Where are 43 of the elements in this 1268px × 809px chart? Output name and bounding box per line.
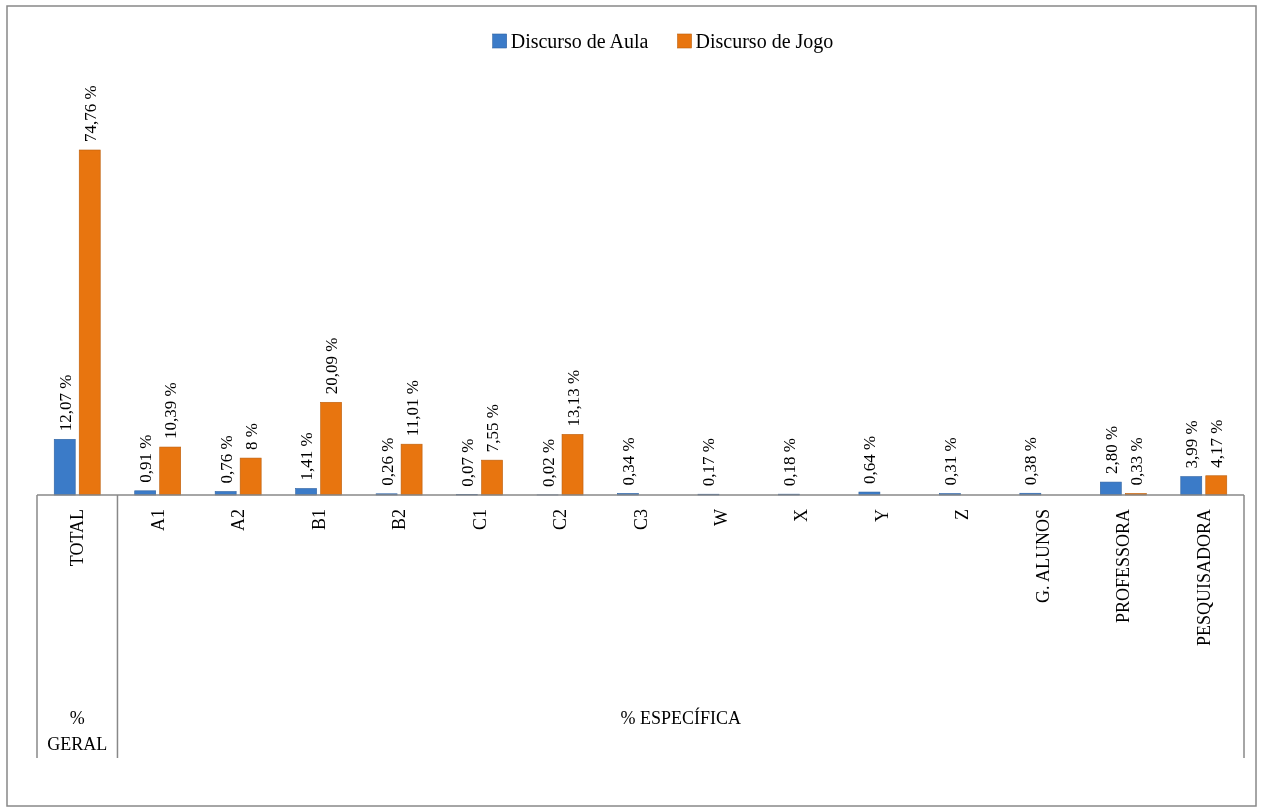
x-tick-label: C1 [469, 509, 490, 531]
data-label: 74,76 % [80, 85, 100, 142]
data-label: 13,13 % [563, 369, 583, 427]
data-label: 0,07 % [458, 438, 478, 487]
data-label: 12,07 % [55, 374, 75, 432]
x-tick-label: A2 [228, 509, 249, 531]
data-label: 0,02 % [538, 438, 558, 487]
data-label: 0,76 % [216, 435, 236, 484]
data-label: 3,99 % [1182, 420, 1202, 469]
data-label: 1,41 % [297, 432, 317, 481]
x-tick-label: C2 [550, 509, 571, 531]
text: % ESPECÍFICA [620, 707, 741, 728]
text: % GERAL [47, 708, 108, 754]
data-label: 0,31 % [940, 437, 960, 486]
x-tick-label: G. ALUNOS [1032, 509, 1053, 604]
data-label: 0,91 % [136, 434, 156, 483]
data-label: 0,34 % [619, 437, 638, 486]
data-label: 20,09 % [322, 337, 342, 395]
x-tick-label: A1 [147, 509, 168, 531]
x-tick-label: X [791, 509, 812, 522]
legend-label: Discurso de Aula [510, 30, 649, 52]
x-tick-label: Y [871, 509, 892, 522]
data-label: 0,38 % [1021, 437, 1041, 486]
data-label: 0,17 % [699, 438, 719, 487]
data-label: 8 % [241, 423, 261, 451]
x-tick-label: B1 [308, 509, 329, 531]
data-label: 11,01 % [402, 380, 422, 437]
data-label: 0,26 % [377, 437, 397, 486]
x-tick-label: Z [952, 509, 973, 520]
x-tick-label: PESQUISADORA [1193, 509, 1214, 647]
legend-label: Discurso de Jogo [695, 30, 834, 53]
x-tick-label: B2 [389, 509, 410, 531]
data-label: 0,64 % [860, 435, 880, 485]
data-label: 0,18 % [779, 438, 799, 487]
x-tick-label: W [710, 509, 731, 526]
data-label: 10,39 % [161, 382, 181, 440]
data-label: 2,80 % [1101, 425, 1121, 475]
data-label: 0,33 % [1126, 437, 1146, 486]
data-label: 7,55 % [483, 403, 503, 453]
x-tick-label: TOTAL [67, 509, 88, 567]
x-tick-label: C3 [630, 509, 651, 531]
x-tick-label: PROFESSORA [1113, 509, 1134, 624]
data-label: 4,17 % [1207, 419, 1227, 468]
